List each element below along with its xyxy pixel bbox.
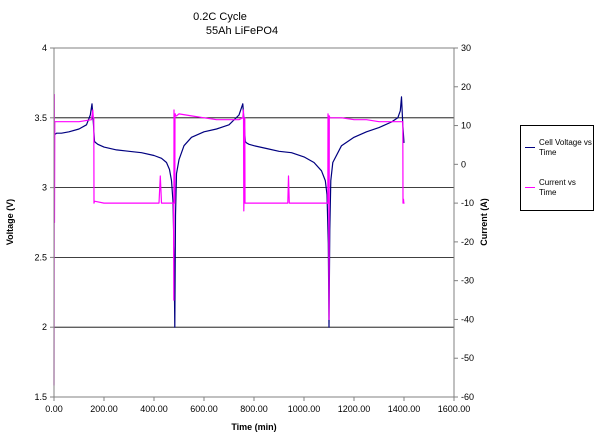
legend-swatch-current — [525, 187, 535, 188]
x-tick-label: 1600.00 — [438, 404, 471, 414]
x-tick-label: 600.00 — [190, 404, 218, 414]
y2-tick-label: 0 — [461, 159, 466, 169]
y2-tick-label: -40 — [461, 314, 474, 324]
series-current-line — [53, 93, 405, 386]
y2-tick-label: -20 — [461, 237, 474, 247]
x-axis: 0.00 200.00 400.00 600.00 800.00 1000.00 1200.… — [45, 397, 470, 414]
y-axis-title: Voltage (V) — [5, 199, 15, 245]
x-tick-label: 1200.00 — [338, 404, 371, 414]
chart-title: 0.2C Cycle — [193, 11, 247, 23]
plot-area-border — [53, 47, 455, 398]
x-axis-title: Time (min) — [231, 422, 276, 432]
y2-tick-label: -10 — [461, 198, 474, 208]
legend-swatch-voltage — [525, 147, 535, 148]
y2-tick-label: 10 — [461, 121, 471, 131]
x-tick-label: 0.00 — [45, 404, 63, 414]
x-tick-label: 400.00 — [140, 404, 168, 414]
y-tick-label: 1.5 — [34, 392, 47, 402]
y-tick-label: 2.5 — [34, 252, 47, 262]
chart-subtitle: 55Ah LiFePO4 — [206, 25, 278, 37]
y-tick-label: 3 — [42, 183, 47, 193]
legend-label-voltage: Cell Voltage vs Time — [539, 138, 592, 157]
y2-tick-label: 20 — [461, 82, 471, 92]
x-tick-label: 1000.00 — [288, 404, 321, 414]
y-tick-label: 3.5 — [34, 113, 47, 123]
x-tick-label: 800.00 — [240, 404, 268, 414]
x-tick-label: 1400.00 — [388, 404, 421, 414]
x-tick-label: 200.00 — [90, 404, 118, 414]
legend-label-current: Current vs Time — [539, 178, 576, 197]
y2-axis-title: Current (A) — [479, 198, 489, 246]
y2-tick-label: -30 — [461, 276, 474, 286]
y2-tick-label: 30 — [461, 43, 471, 53]
y-tick-label: 2 — [42, 322, 47, 332]
y2-tick-label: -50 — [461, 353, 474, 363]
y-tick-label: 4 — [42, 43, 47, 53]
y2-tick-label: -60 — [461, 392, 474, 402]
series-lines — [53, 93, 405, 386]
legend: Cell Voltage vs Time Current vs Time — [520, 125, 594, 211]
gridlines — [54, 117, 454, 328]
y-axis-right: -60 -50 -40 -30 -20 -10 0 10 20 30 — [454, 43, 474, 402]
y-axis-left: 1.5 2 2.5 3 3.5 4 — [34, 43, 54, 402]
series-voltage-line — [53, 96, 405, 328]
